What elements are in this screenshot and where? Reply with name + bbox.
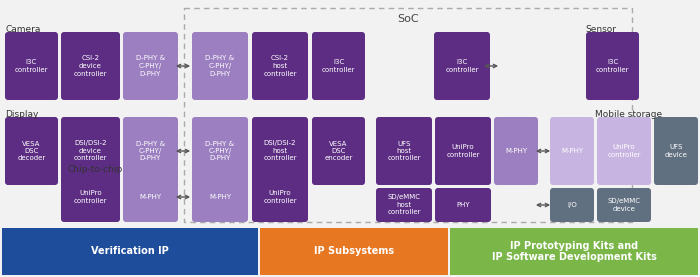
FancyBboxPatch shape bbox=[260, 228, 448, 275]
Text: UniPro
controller: UniPro controller bbox=[263, 190, 297, 204]
FancyBboxPatch shape bbox=[123, 172, 178, 222]
Text: UniPro
controller: UniPro controller bbox=[74, 190, 107, 204]
Text: IP Subsystems: IP Subsystems bbox=[314, 247, 394, 257]
FancyBboxPatch shape bbox=[586, 32, 639, 100]
Text: VESA
DSC
encoder: VESA DSC encoder bbox=[324, 140, 353, 161]
Text: UniPro
controller: UniPro controller bbox=[447, 144, 480, 158]
Text: I/O: I/O bbox=[567, 202, 577, 208]
Text: D-PHY &
C-PHY/
D-PHY: D-PHY & C-PHY/ D-PHY bbox=[205, 140, 235, 161]
Text: Sensor: Sensor bbox=[585, 25, 616, 34]
Text: SoC: SoC bbox=[397, 14, 419, 24]
Text: I3C
controller: I3C controller bbox=[322, 59, 355, 73]
Text: I3C
controller: I3C controller bbox=[445, 59, 479, 73]
FancyBboxPatch shape bbox=[192, 32, 248, 100]
FancyBboxPatch shape bbox=[123, 117, 178, 185]
Text: M-PHY: M-PHY bbox=[561, 148, 583, 154]
Text: D-PHY &
C-PHY/
D-PHY: D-PHY & C-PHY/ D-PHY bbox=[136, 140, 165, 161]
FancyBboxPatch shape bbox=[61, 172, 120, 222]
FancyBboxPatch shape bbox=[312, 32, 365, 100]
FancyBboxPatch shape bbox=[450, 228, 698, 275]
FancyBboxPatch shape bbox=[435, 188, 491, 222]
Text: D-PHY &
C-PHY/
D-PHY: D-PHY & C-PHY/ D-PHY bbox=[205, 55, 235, 76]
FancyBboxPatch shape bbox=[2, 228, 258, 275]
Text: DSI/DSI-2
host
controller: DSI/DSI-2 host controller bbox=[263, 140, 297, 161]
FancyBboxPatch shape bbox=[597, 188, 651, 222]
Text: SD/eMMC
host
controller: SD/eMMC host controller bbox=[387, 194, 421, 216]
Text: D-PHY &
C-PHY/
D-PHY: D-PHY & C-PHY/ D-PHY bbox=[136, 55, 165, 76]
FancyBboxPatch shape bbox=[252, 32, 308, 100]
Text: IP Prototyping Kits and
IP Software Development Kits: IP Prototyping Kits and IP Software Deve… bbox=[491, 241, 657, 262]
FancyBboxPatch shape bbox=[252, 172, 308, 222]
Text: M-PHY: M-PHY bbox=[209, 194, 231, 200]
FancyBboxPatch shape bbox=[5, 117, 58, 185]
Text: UniPro
controller: UniPro controller bbox=[608, 144, 640, 158]
Text: I3C
controller: I3C controller bbox=[596, 59, 629, 73]
FancyBboxPatch shape bbox=[376, 188, 432, 222]
FancyBboxPatch shape bbox=[597, 117, 651, 185]
FancyBboxPatch shape bbox=[654, 117, 698, 185]
Text: CSI-2
device
controller: CSI-2 device controller bbox=[74, 55, 107, 76]
FancyBboxPatch shape bbox=[312, 117, 365, 185]
Text: Camera: Camera bbox=[5, 25, 41, 34]
Text: M-PHY: M-PHY bbox=[505, 148, 527, 154]
FancyBboxPatch shape bbox=[5, 32, 58, 100]
FancyBboxPatch shape bbox=[494, 117, 538, 185]
Text: Verification IP: Verification IP bbox=[91, 247, 169, 257]
FancyBboxPatch shape bbox=[252, 117, 308, 185]
FancyBboxPatch shape bbox=[123, 32, 178, 100]
FancyBboxPatch shape bbox=[550, 188, 594, 222]
FancyBboxPatch shape bbox=[550, 117, 594, 185]
FancyBboxPatch shape bbox=[192, 172, 248, 222]
Text: DSI/DSI-2
device
controller: DSI/DSI-2 device controller bbox=[74, 140, 107, 161]
Text: UFS
host
controller: UFS host controller bbox=[387, 140, 421, 161]
Text: M-PHY: M-PHY bbox=[139, 194, 162, 200]
FancyBboxPatch shape bbox=[435, 117, 491, 185]
Text: CSI-2
host
controller: CSI-2 host controller bbox=[263, 55, 297, 76]
FancyBboxPatch shape bbox=[61, 32, 120, 100]
Text: VESA
DSC
decoder: VESA DSC decoder bbox=[18, 140, 46, 161]
Text: Mobile storage: Mobile storage bbox=[595, 110, 662, 119]
Text: SD/eMMC
device: SD/eMMC device bbox=[608, 198, 640, 212]
Text: PHY: PHY bbox=[456, 202, 470, 208]
Text: Chip-to-chip: Chip-to-chip bbox=[68, 165, 123, 174]
FancyBboxPatch shape bbox=[376, 117, 432, 185]
Text: Display: Display bbox=[5, 110, 38, 119]
FancyBboxPatch shape bbox=[61, 117, 120, 185]
FancyBboxPatch shape bbox=[192, 117, 248, 185]
Text: UFS
device: UFS device bbox=[664, 144, 687, 158]
FancyBboxPatch shape bbox=[434, 32, 490, 100]
Text: I3C
controller: I3C controller bbox=[15, 59, 48, 73]
